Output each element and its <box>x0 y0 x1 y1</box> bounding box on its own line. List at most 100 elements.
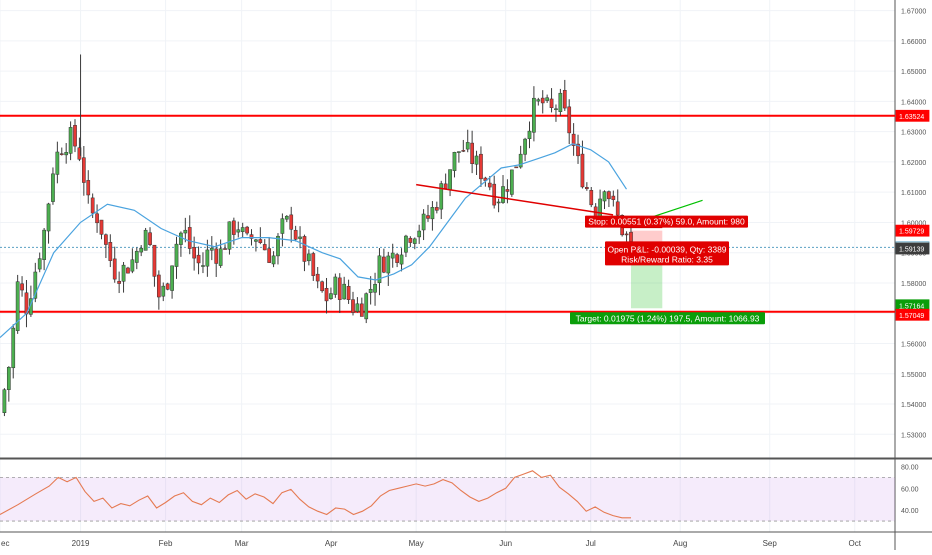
candle-body <box>90 197 95 214</box>
candle-body <box>165 283 170 290</box>
candle-body <box>267 248 272 263</box>
candle-body <box>580 153 585 188</box>
time-tick-label: 2019 <box>72 539 90 548</box>
candle-body <box>156 274 161 298</box>
rr-label: Risk/Reward Ratio: 3.35 <box>621 254 713 264</box>
candle-body <box>576 143 580 157</box>
candle-body <box>505 189 510 192</box>
candle-body <box>474 155 479 165</box>
candle-body <box>624 233 629 236</box>
candle-body <box>174 243 179 267</box>
candle-body <box>351 299 355 313</box>
candle-body <box>223 248 227 250</box>
candle-body <box>73 125 77 147</box>
price-tick-label: 1.55000 <box>901 372 926 379</box>
price-tag <box>895 109 930 122</box>
candle-body <box>271 255 276 265</box>
price-tag <box>895 224 930 237</box>
candle-body <box>51 173 55 202</box>
candle-body <box>311 253 316 276</box>
price-tag-label: 1.57164 <box>899 303 924 310</box>
stop-label-box <box>585 215 748 228</box>
time-tick-label: Mar <box>235 539 249 548</box>
candle-body <box>461 150 466 152</box>
candle-body <box>585 187 589 190</box>
time-tick-label: Sep <box>763 539 778 548</box>
price-tag-label: 1.63524 <box>899 114 924 121</box>
candle-body <box>134 250 139 263</box>
candle-body <box>42 229 46 260</box>
candle-body <box>439 183 444 210</box>
trendline[interactable] <box>416 183 614 216</box>
candle-body <box>86 180 91 196</box>
candle-body <box>487 182 492 188</box>
price-tag-label: 1.59139 <box>899 247 924 254</box>
candle-body <box>254 239 258 242</box>
candle-body <box>307 253 311 262</box>
candle-body <box>315 273 320 282</box>
candle-body <box>386 255 391 274</box>
candle-body <box>227 221 232 250</box>
candle-body <box>452 151 457 171</box>
candle-body <box>496 201 501 204</box>
candle-body <box>11 327 16 369</box>
rsi-tick-label: 80.00 <box>901 464 919 471</box>
candle-body <box>479 153 483 180</box>
candle-body <box>187 227 192 249</box>
candle-body <box>395 254 399 263</box>
candle-body <box>417 230 422 238</box>
candle-body <box>518 153 523 168</box>
price-tick-label: 1.66000 <box>901 39 926 46</box>
candle-body <box>337 277 342 300</box>
candle-body <box>240 227 245 232</box>
candle-body <box>324 287 329 302</box>
candle-body <box>527 130 532 139</box>
candle-body <box>192 247 196 259</box>
candle-body <box>302 236 307 262</box>
candle-body <box>161 285 166 297</box>
candle-body <box>20 283 24 291</box>
candle-body <box>368 288 373 293</box>
candle-body <box>293 229 298 240</box>
rsi-line <box>0 470 631 519</box>
candle-body <box>514 166 519 169</box>
candle-body <box>540 97 545 104</box>
candle-body <box>201 265 205 267</box>
candle-body <box>284 215 289 220</box>
candle-body <box>276 235 280 257</box>
candle-body <box>68 127 73 154</box>
candle-body <box>373 283 377 293</box>
candle-body <box>108 242 113 261</box>
candle-body <box>99 219 104 235</box>
price-tick-label: 1.65000 <box>901 69 926 76</box>
candle-body <box>611 195 616 200</box>
candle-body <box>549 98 554 109</box>
candle-body <box>342 283 347 300</box>
candle-body <box>249 234 254 239</box>
candle-body <box>532 97 536 133</box>
candle-body <box>196 254 201 264</box>
candle-body <box>81 157 86 183</box>
candle-body <box>412 238 417 244</box>
candle-body <box>236 229 241 233</box>
time-tick-label: Feb <box>159 539 173 548</box>
candle-body <box>457 151 461 153</box>
candle-body <box>15 281 20 331</box>
price-tick-label: 1.54000 <box>901 402 926 409</box>
rsi-band <box>0 477 895 522</box>
candle-body <box>320 281 324 292</box>
candle-body <box>298 236 302 239</box>
candle-body <box>470 142 474 164</box>
candle-body <box>104 234 108 245</box>
candle-body <box>179 232 183 245</box>
time-tick-label: Jun <box>499 539 512 548</box>
price-tick-label: 1.58000 <box>901 281 926 288</box>
candle-body <box>333 276 338 295</box>
candle-body <box>571 133 576 146</box>
candle-body <box>95 213 99 224</box>
candle-body <box>434 207 439 211</box>
candle-body <box>629 231 633 242</box>
